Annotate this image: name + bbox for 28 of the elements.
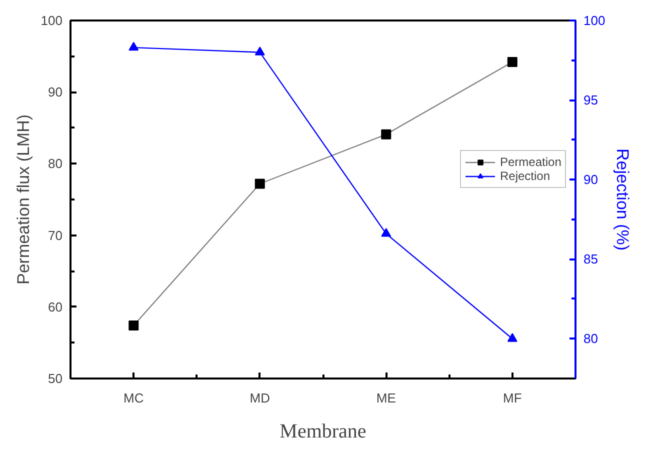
point: [254, 46, 265, 56]
legend-label: Permeation: [500, 155, 562, 169]
y2-tick-label: 90: [584, 172, 598, 188]
y-tick-label: 80: [48, 156, 63, 172]
y2-tick-label: 95: [584, 92, 598, 108]
point: [507, 57, 518, 68]
y-tick-label: 60: [48, 299, 63, 314]
y2-tick-label: 80: [584, 331, 598, 346]
legend-label: Rejection: [500, 169, 550, 183]
y2-tick-label: 100: [584, 13, 606, 28]
x-tick-label: MC: [124, 390, 144, 406]
point: [128, 42, 139, 51]
point: [381, 129, 392, 140]
x-axis-title: Membrane: [280, 420, 366, 442]
x-tick-label: MD: [250, 390, 270, 406]
y-tick-label: 50: [48, 371, 63, 386]
point: [381, 228, 392, 237]
point: [507, 333, 518, 342]
x-tick-label: ME: [376, 390, 396, 406]
y-tick-label: 100: [40, 13, 63, 28]
point: [128, 320, 139, 331]
point: [254, 178, 265, 189]
x-tick-label: MF: [502, 390, 522, 406]
y2-tick-label: 85: [584, 252, 598, 267]
y-tick-label: 70: [48, 228, 63, 243]
y-axis-title: Permeation flux (LMH): [14, 114, 33, 285]
y2-axis-title: Rejection (%): [613, 148, 632, 251]
y-tick-label: 90: [48, 84, 63, 100]
